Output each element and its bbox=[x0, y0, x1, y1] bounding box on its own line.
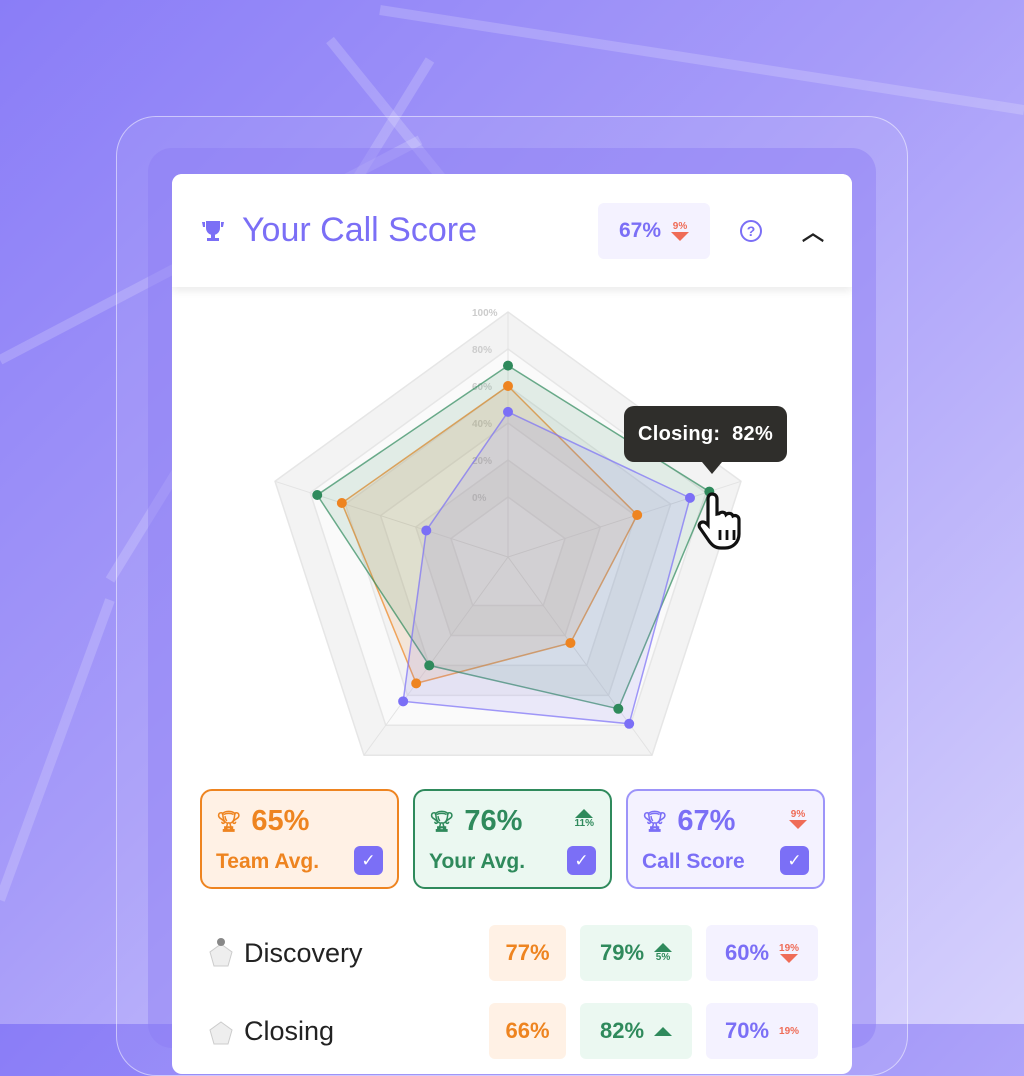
data-point bbox=[312, 490, 323, 501]
data-point bbox=[503, 406, 513, 417]
delta-value: 9% bbox=[790, 809, 806, 820]
category-name: Closing bbox=[244, 1015, 335, 1046]
trophy-icon bbox=[202, 220, 224, 241]
pentagon-icon bbox=[209, 938, 233, 967]
score-delta: 9% bbox=[671, 221, 689, 241]
data-point bbox=[565, 637, 576, 648]
delta: 19% bbox=[779, 1026, 799, 1037]
summary-label: Team Avg. bbox=[216, 850, 320, 873]
trophy-icon: 🏆︎ bbox=[642, 811, 668, 833]
axis-line bbox=[507, 480, 742, 558]
checkbox-your-avg[interactable]: ✓ bbox=[567, 846, 596, 875]
score-value: 67% bbox=[618, 218, 661, 242]
radar-chart: 100% 80% 60% 40% 20% 0% bbox=[274, 308, 742, 756]
trophy-icon: 🏆︎ bbox=[429, 811, 455, 833]
tick-label: 80% bbox=[472, 345, 492, 356]
tooltip-label: Closing: bbox=[638, 422, 721, 445]
arrow-up-icon bbox=[575, 809, 594, 818]
data-point bbox=[336, 498, 347, 509]
summary-label: Call Score bbox=[642, 850, 745, 873]
data-point bbox=[424, 660, 435, 671]
delta: 19% bbox=[779, 943, 799, 963]
arrow-down-icon bbox=[671, 231, 689, 241]
summary-value: 65% bbox=[251, 805, 310, 837]
value: 77% bbox=[505, 940, 550, 965]
tick-label: 40% bbox=[472, 419, 492, 430]
question-circle-icon[interactable]: ? bbox=[739, 219, 762, 242]
value: 66% bbox=[505, 1018, 550, 1043]
summary-delta: 9% bbox=[789, 809, 807, 829]
call-score-card: Your Call Score 67% 9% ? ︿ 100% 80% 60% 40%… bbox=[172, 174, 852, 1074]
delta: 5% bbox=[654, 943, 673, 963]
axis-line bbox=[363, 556, 509, 756]
card-header: Your Call Score 67% 9% ? ︿ bbox=[172, 174, 852, 287]
hand-cursor-icon bbox=[697, 492, 741, 550]
score-badge: 67% 9% bbox=[597, 202, 710, 259]
summary-call-score[interactable]: 🏆︎ 67% Call Score 9% ✓ bbox=[626, 789, 825, 889]
summary-cards: 🏆︎ 65% Team Avg. ✓ 🏆︎ 76% Your Avg. 11% ✓ … bbox=[200, 789, 825, 889]
checkbox-team-avg[interactable]: ✓ bbox=[354, 846, 383, 875]
summary-value: 76% bbox=[464, 805, 523, 837]
tick-label: 60% bbox=[472, 382, 492, 393]
summary-your-avg[interactable]: 🏆︎ 76% Your Avg. 11% ✓ bbox=[413, 789, 612, 889]
data-point bbox=[421, 525, 432, 536]
call-score: 60% 19% bbox=[706, 925, 818, 981]
team-score: 66% bbox=[489, 1003, 566, 1059]
tick-label: 20% bbox=[472, 456, 492, 467]
page-title: Your Call Score bbox=[242, 211, 477, 249]
tick-label: 0% bbox=[472, 493, 487, 504]
value: 70% bbox=[724, 1018, 770, 1043]
call-score: 70% 19% bbox=[706, 1003, 818, 1059]
tick-label: 100% bbox=[472, 308, 498, 319]
value: 79% bbox=[599, 940, 645, 965]
summary-value: 67% bbox=[677, 805, 736, 837]
delta-value: 11% bbox=[574, 818, 594, 829]
chevron-up-icon[interactable]: ︿ bbox=[801, 219, 824, 245]
category-row-discovery[interactable]: Discovery 77% 79% 5% 60% 19% bbox=[208, 925, 818, 981]
tooltip-value: 82% bbox=[732, 422, 774, 445]
value: 60% bbox=[724, 940, 770, 965]
pentagon-icon bbox=[209, 1021, 233, 1045]
data-point bbox=[503, 360, 513, 371]
value: 82% bbox=[599, 1018, 645, 1043]
series-area bbox=[316, 364, 711, 710]
checkbox-call-score[interactable]: ✓ bbox=[780, 846, 809, 875]
data-point bbox=[411, 678, 422, 689]
delta-value: 19% bbox=[779, 943, 800, 954]
chart-tooltip: Closing: 82% bbox=[624, 406, 788, 474]
category-row-closing[interactable]: Closing 66% 82% 70% 19% bbox=[208, 1003, 818, 1059]
summary-team-avg[interactable]: 🏆︎ 65% Team Avg. ✓ bbox=[200, 789, 399, 889]
arrow-up-icon bbox=[654, 1026, 673, 1036]
team-score: 77% bbox=[489, 925, 566, 981]
arrow-up-icon bbox=[654, 943, 673, 952]
series-area bbox=[402, 410, 691, 725]
data-point bbox=[613, 703, 624, 714]
delta-value: 19% bbox=[779, 1025, 800, 1037]
data-point bbox=[624, 718, 635, 729]
your-score: 82% bbox=[580, 1003, 692, 1059]
delta-value: 9% bbox=[672, 220, 688, 232]
data-point bbox=[503, 381, 513, 391]
summary-delta: 11% bbox=[575, 809, 594, 829]
your-score: 79% 5% bbox=[580, 925, 692, 981]
delta-value: 5% bbox=[655, 952, 671, 963]
data-point bbox=[632, 510, 643, 521]
trophy-icon: 🏆︎ bbox=[216, 811, 242, 833]
data-point bbox=[684, 492, 695, 503]
summary-label: Your Avg. bbox=[429, 850, 526, 873]
arrow-down-icon bbox=[780, 954, 799, 963]
data-point bbox=[398, 696, 409, 707]
category-name: Discovery bbox=[244, 937, 363, 968]
arrow-down-icon bbox=[789, 820, 807, 829]
